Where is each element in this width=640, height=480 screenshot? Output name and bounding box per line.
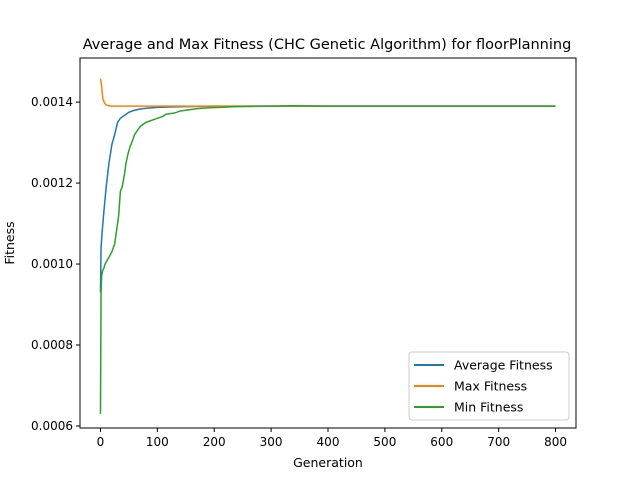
- x-tick-label: 300: [260, 435, 283, 449]
- x-axis-ticks: 0 100 200 300 400 500 600 700 800: [97, 428, 567, 449]
- x-tick-label: 100: [146, 435, 169, 449]
- chart-title: Average and Max Fitness (CHC Genetic Alg…: [83, 37, 572, 53]
- series-line-min-fitness: [99, 105, 556, 414]
- y-axis-ticks: 0.0006 0.0008 0.0010 0.0012 0.0014: [31, 95, 80, 433]
- series-line-max-fitness: [99, 78, 556, 107]
- series-line-average-fitness: [99, 105, 556, 293]
- x-tick-label: 600: [430, 435, 453, 449]
- x-tick-label: 400: [317, 435, 340, 449]
- y-tick-label: 0.0010: [31, 257, 73, 271]
- y-tick-label: 0.0012: [31, 176, 73, 190]
- y-tick-label: 0.0014: [31, 95, 73, 109]
- legend-label-max: Max Fitness: [454, 379, 527, 394]
- y-tick-label: 0.0006: [31, 419, 73, 433]
- series-layer: [99, 78, 556, 414]
- y-tick-label: 0.0008: [31, 338, 73, 352]
- x-tick-label: 200: [203, 435, 226, 449]
- x-tick-label: 500: [373, 435, 396, 449]
- legend-box: [408, 351, 570, 421]
- y-axis-label: Fitness: [2, 221, 17, 264]
- x-tick-label: 0: [97, 435, 105, 449]
- legend-label-average: Average Fitness: [454, 358, 553, 373]
- x-tick-label: 700: [487, 435, 510, 449]
- x-tick-label: 800: [544, 435, 567, 449]
- legend-label-min: Min Fitness: [454, 400, 523, 415]
- legend: Average Fitness Max Fitness Min Fitness: [408, 351, 570, 421]
- x-axis-label: Generation: [293, 455, 363, 470]
